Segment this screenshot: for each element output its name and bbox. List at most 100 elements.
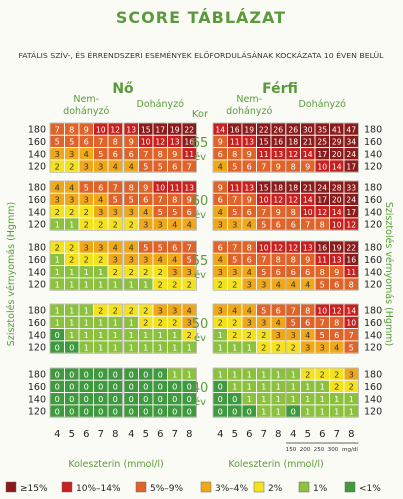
risk-value: 4 [172, 255, 177, 265]
risk-value: 6 [334, 330, 339, 340]
smoking-label: Dohányzó [299, 99, 347, 110]
risk-value: 6 [172, 161, 177, 171]
bp-tick-left: 140 [28, 394, 46, 405]
risk-value: 1 [84, 305, 89, 315]
risk-value: 2 [291, 342, 296, 352]
risk-value: 2 [232, 330, 237, 340]
chol-tick: 8 [112, 429, 118, 440]
risk-value: 8 [129, 182, 134, 192]
risk-value: 2 [276, 342, 281, 352]
risk-value: 29 [332, 138, 342, 147]
risk-value: 9 [218, 137, 223, 147]
risk-value: 1 [247, 369, 252, 379]
risk-value: 8 [276, 255, 281, 265]
age-unit-label: év [194, 151, 206, 163]
risk-value: 6 [291, 267, 296, 277]
bp-tick-left: 120 [28, 162, 46, 173]
risk-value: 0 [55, 382, 60, 392]
bp-tick-left: 180 [28, 370, 46, 381]
age-unit-label: év [194, 209, 206, 221]
risk-value: 4 [55, 182, 60, 192]
risk-value: 7 [143, 149, 148, 159]
risk-value: 1 [305, 382, 310, 392]
risk-value: 3 [247, 318, 252, 328]
risk-value: 11 [317, 256, 327, 265]
risk-value: 0 [113, 382, 118, 392]
risk-value: 0 [158, 369, 163, 379]
risk-value: 16 [346, 256, 356, 265]
risk-value: 11 [259, 150, 269, 159]
risk-value: 6 [84, 137, 89, 147]
risk-value: 0 [84, 406, 89, 416]
risk-value: 7 [158, 195, 163, 205]
risk-value: 1 [261, 382, 266, 392]
smoking-label-line2: dohányzó [226, 106, 272, 117]
risk-value: 7 [261, 207, 266, 217]
risk-value: 5 [158, 242, 163, 252]
bp-tick-left: 140 [28, 267, 46, 278]
risk-value: 1 [232, 342, 237, 352]
risk-value: 2 [187, 330, 192, 340]
risk-value: 3 [218, 219, 223, 229]
risk-value: 5 [143, 161, 148, 171]
risk-value: 1 [55, 255, 60, 265]
risk-value: 1 [84, 342, 89, 352]
risk-value: 47 [346, 125, 356, 134]
risk-value: 13 [273, 150, 283, 159]
risk-value: 0 [129, 406, 134, 416]
bp-tick-left: 140 [28, 207, 46, 218]
risk-value: 3 [232, 267, 237, 277]
risk-value: 1 [143, 330, 148, 340]
age-unit-label: év [194, 332, 206, 344]
risk-value: 3 [55, 195, 60, 205]
risk-value: 2 [69, 161, 74, 171]
age-label: 50 [192, 317, 209, 332]
risk-value: 0 [172, 394, 177, 404]
risk-value: 1 [305, 394, 310, 404]
risk-value: 2 [98, 255, 103, 265]
risk-value: 17 [346, 208, 356, 217]
risk-value: 0 [291, 406, 296, 416]
risk-value: 0 [158, 382, 163, 392]
risk-value: 13 [332, 256, 342, 265]
risk-value: 1 [129, 330, 134, 340]
risk-value: 4 [129, 242, 134, 252]
legend-label: 5%–9% [150, 484, 184, 494]
risk-value: 1 [113, 330, 118, 340]
chol-tick: 5 [143, 429, 149, 440]
risk-value: 2 [69, 255, 74, 265]
risk-value: 4 [98, 195, 103, 205]
risk-value: 4 [187, 219, 192, 229]
risk-value: 0 [69, 382, 74, 392]
risk-value: 0 [232, 394, 237, 404]
risk-value: 0 [158, 394, 163, 404]
age-label: 40 [192, 381, 209, 396]
risk-value: 2 [113, 219, 118, 229]
risk-value: 3 [129, 207, 134, 217]
legend-swatch [61, 481, 73, 493]
risk-value: 1 [69, 330, 74, 340]
risk-block-outline [212, 240, 286, 291]
risk-value: 0 [143, 369, 148, 379]
bp-tick-left: 120 [28, 220, 46, 231]
chol-tick: 5 [69, 429, 75, 440]
risk-value: 6 [187, 207, 192, 217]
risk-value: 0 [143, 382, 148, 392]
risk-value: 16 [273, 138, 283, 147]
risk-value: 1 [261, 369, 266, 379]
risk-value: 6 [218, 195, 223, 205]
risk-value: 4 [232, 305, 237, 315]
risk-value: 3 [143, 219, 148, 229]
risk-value: 1 [320, 382, 325, 392]
risk-value: 1 [84, 279, 89, 289]
risk-value: 7 [320, 318, 325, 328]
risk-value: 3 [158, 219, 163, 229]
risk-block-outline [285, 122, 359, 173]
risk-value: 9 [276, 207, 281, 217]
risk-value: 2 [232, 318, 237, 328]
risk-value: 14 [332, 162, 342, 171]
risk-value: 0 [172, 382, 177, 392]
risk-value: 8 [320, 219, 325, 229]
chol-tick: 7 [261, 429, 267, 440]
risk-value: 8 [291, 161, 296, 171]
